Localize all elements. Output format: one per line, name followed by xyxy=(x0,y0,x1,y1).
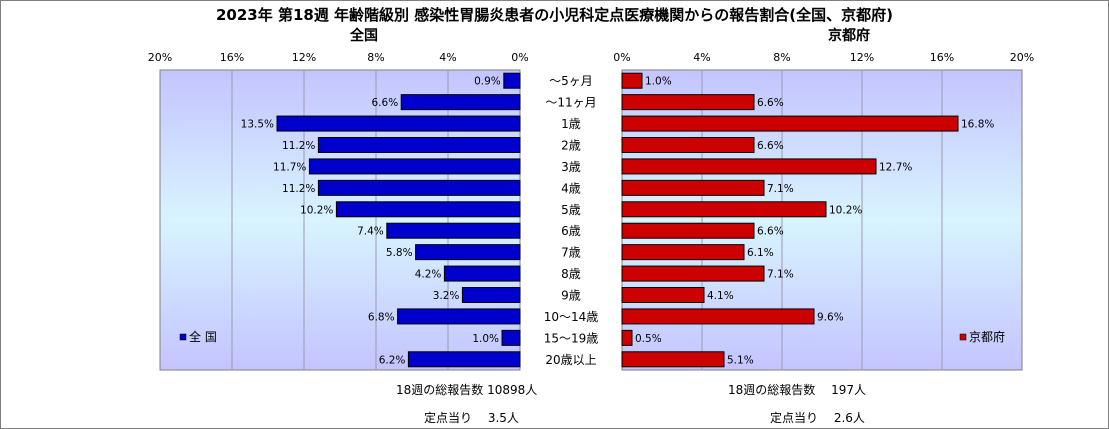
kyoto-bar xyxy=(621,201,827,218)
kyoto-bar xyxy=(621,115,959,132)
national-tick-label: 12% xyxy=(292,51,316,64)
national-value-label: 0.9% xyxy=(474,76,501,88)
national-legend-label: 全 国 xyxy=(189,329,217,344)
national-total-reports: 18週の総報告数 10898人 xyxy=(396,383,538,397)
kyoto-value-label: 6.1% xyxy=(747,247,774,259)
kyoto-panel: 0% 4% 8% 12% 16% 20% 1.0% 6.6% 16.8% 6.6% 12.7% 7.1… xyxy=(613,51,1034,371)
age-category-label: 20歳以上 xyxy=(545,353,596,367)
kyoto-bar xyxy=(621,244,745,261)
national-bar xyxy=(400,94,521,111)
kyoto-plot-area xyxy=(621,69,1023,371)
kyoto-value-label: 16.8% xyxy=(961,119,994,131)
national-bar xyxy=(386,222,521,239)
national-value-label: 1.0% xyxy=(472,333,499,345)
kyoto-bar xyxy=(621,179,765,196)
kyoto-panel-title: 京都府 xyxy=(828,28,870,44)
national-panel: 0% 4% 8% 12% 16% 20% 0.9% 6.6% 13.5% 11.2% 11.7% 11… xyxy=(148,51,529,371)
national-bar xyxy=(317,137,521,153)
kyoto-value-label: 6.6% xyxy=(757,140,784,152)
kyoto-tick-label: 12% xyxy=(850,51,874,64)
kyoto-bar xyxy=(621,72,643,89)
age-category-label: 15～19歳 xyxy=(544,331,599,345)
age-category-label: 7歳 xyxy=(561,246,581,260)
national-bar xyxy=(407,351,521,368)
kyoto-tick-label: 20% xyxy=(1010,51,1034,64)
kyoto-total-reports: 18週の総報告数 197人 xyxy=(728,383,866,397)
kyoto-bar xyxy=(621,329,633,346)
national-value-label: 13.5% xyxy=(241,119,274,131)
kyoto-value-label: 5.1% xyxy=(727,354,754,366)
kyoto-bar xyxy=(621,137,755,153)
national-bar xyxy=(308,158,521,175)
national-plot-area xyxy=(159,69,521,371)
kyoto-bar xyxy=(621,287,705,303)
kyoto-tick-label: 0% xyxy=(613,51,630,64)
kyoto-value-label: 0.5% xyxy=(635,333,662,345)
national-value-label: 5.8% xyxy=(386,247,413,259)
national-per-site: 定点当り 3.5人 xyxy=(424,411,519,425)
age-category-label: 2歳 xyxy=(561,139,581,153)
national-tick-label: 4% xyxy=(439,51,456,64)
national-bar xyxy=(335,201,521,218)
national-value-label: 4.2% xyxy=(415,269,442,281)
kyoto-tick-label: 8% xyxy=(773,51,790,64)
kyoto-tick-label: 16% xyxy=(930,51,954,64)
national-legend-swatch xyxy=(179,333,187,341)
national-bar xyxy=(276,115,521,132)
national-value-label: 6.6% xyxy=(372,97,399,109)
national-bar xyxy=(415,244,521,261)
age-category-label: ～11ヶ月 xyxy=(545,96,596,110)
national-tick-label: 0% xyxy=(511,51,528,64)
kyoto-value-label: 9.6% xyxy=(817,311,844,323)
kyoto-value-label: 4.1% xyxy=(707,290,734,302)
national-bar xyxy=(317,179,521,196)
age-category-label: ～5ヶ月 xyxy=(549,74,593,88)
kyoto-legend-label: 京都府 xyxy=(969,329,1005,344)
national-value-label: 11.2% xyxy=(282,183,315,195)
kyoto-bar xyxy=(621,94,755,111)
kyoto-value-label: 7.1% xyxy=(767,183,794,195)
age-category-label: 4歳 xyxy=(561,181,581,195)
national-bar xyxy=(461,287,521,303)
kyoto-value-label: 6.6% xyxy=(757,97,784,109)
national-value-label: 10.2% xyxy=(300,204,333,216)
age-category-label: 5歳 xyxy=(561,203,581,217)
national-panel-title: 全国 xyxy=(350,28,378,44)
age-category-label: 10～14歳 xyxy=(544,310,599,324)
age-category-label: 3歳 xyxy=(561,160,581,174)
kyoto-value-label: 10.2% xyxy=(829,204,862,216)
kyoto-bar xyxy=(621,222,755,239)
national-tick-label: 20% xyxy=(148,51,172,64)
age-category-label: 6歳 xyxy=(561,224,581,238)
kyoto-value-label: 1.0% xyxy=(645,76,672,88)
national-value-label: 11.2% xyxy=(282,140,315,152)
kyoto-value-label: 6.6% xyxy=(757,226,784,238)
kyoto-bar xyxy=(621,351,725,368)
kyoto-tick-label: 4% xyxy=(693,51,710,64)
national-bar xyxy=(443,265,521,282)
chart-title: 2023年 第18週 年齢階級別 感染性胃腸炎患者の小児科定点医療機関からの報告… xyxy=(215,6,893,24)
kyoto-value-label: 12.7% xyxy=(879,161,912,173)
kyoto-legend-swatch xyxy=(959,333,967,341)
national-value-label: 11.7% xyxy=(273,161,306,173)
national-bar xyxy=(397,308,521,325)
age-category-label: 1歳 xyxy=(561,117,581,131)
national-tick-label: 16% xyxy=(220,51,244,64)
national-bar xyxy=(503,72,521,89)
kyoto-bar xyxy=(621,308,815,325)
kyoto-value-label: 7.1% xyxy=(767,269,794,281)
national-value-label: 6.2% xyxy=(379,354,406,366)
age-category-label: 9歳 xyxy=(561,289,581,303)
national-value-label: 3.2% xyxy=(433,290,460,302)
age-category-labels: ～5ヶ月 ～11ヶ月 1歳 2歳 3歳 4歳 5歳 6歳 7歳 8歳 9歳 10～14歳 15～19歳 2… xyxy=(544,74,599,367)
kyoto-bar xyxy=(621,158,877,175)
national-bar xyxy=(501,329,521,346)
national-value-label: 6.8% xyxy=(368,311,395,323)
kyoto-bar xyxy=(621,265,765,282)
national-value-label: 7.4% xyxy=(357,226,384,238)
kyoto-per-site: 定点当り 2.6人 xyxy=(770,411,865,425)
national-tick-label: 8% xyxy=(367,51,384,64)
age-category-label: 8歳 xyxy=(561,267,581,281)
